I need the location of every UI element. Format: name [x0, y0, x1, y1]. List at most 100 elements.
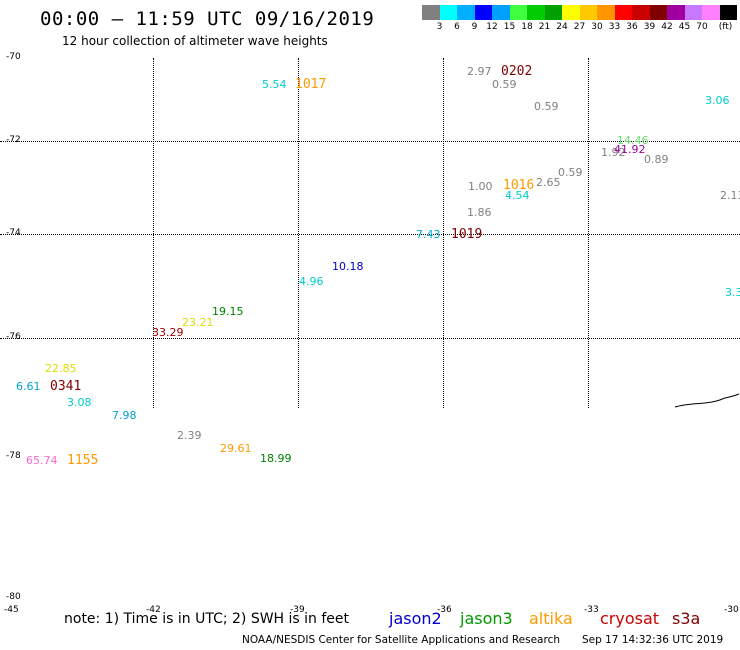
swh-value: 41.92	[614, 143, 646, 156]
legend-tick-label: 15	[503, 22, 516, 32]
footer-note: note: 1) Time is in UTC; 2) SWH is in fe…	[64, 611, 350, 627]
swh-value: 14.46	[617, 134, 649, 147]
longitude-gridline	[153, 58, 154, 408]
coastline	[674, 393, 740, 408]
legend-swatch	[509, 5, 527, 20]
swh-value: 22.85	[45, 362, 77, 375]
lat-label: -80	[6, 592, 21, 602]
legend-tick-label: 30	[591, 22, 603, 32]
latitude-gridline	[0, 338, 740, 339]
lat-label: -72	[6, 135, 21, 145]
latitude-gridline	[0, 141, 740, 142]
legend-swatch	[527, 5, 545, 20]
lon-label: -39	[290, 605, 305, 615]
lon-label: -42	[146, 605, 161, 615]
legend-swatch	[457, 5, 475, 20]
pass-time-label: 0341	[50, 379, 82, 394]
swh-value: 7.43	[416, 228, 441, 241]
longitude-gridline	[443, 58, 444, 408]
legend-tick-label: 45	[678, 22, 691, 32]
legend-swatch	[544, 5, 562, 20]
legend-tick-label: 27	[573, 22, 586, 32]
swh-value: 2.39	[177, 429, 202, 442]
swh-value: 2.97	[467, 65, 492, 78]
map-title: 00:00 – 11:59 UTC 09/16/2019	[40, 8, 375, 30]
legend-swatch	[562, 5, 580, 20]
legend-tick-label: 33	[608, 22, 621, 32]
legend-tick-label: 36	[626, 22, 638, 32]
swh-value: 10.18	[332, 260, 364, 273]
satellite-cryosat: cryosat	[600, 609, 660, 628]
legend-tick-label: 24	[556, 22, 568, 32]
swh-value: 23.21	[182, 316, 214, 329]
legend-tick-label: 70	[696, 22, 708, 32]
legend-swatch	[667, 5, 685, 20]
pass-time-label: 1019	[451, 227, 483, 242]
swh-value: 3.3	[725, 286, 740, 299]
lat-label: -78	[6, 451, 21, 461]
swh-value: 1.86	[467, 206, 492, 219]
swh-value: 18.99	[260, 452, 292, 465]
legend-swatch	[439, 5, 457, 20]
legend-swatch	[492, 5, 510, 20]
lat-label: -74	[6, 228, 21, 238]
swh-value: 5.54	[262, 78, 287, 91]
credit-text: NOAA/NESDIS Center for Satellite Applica…	[242, 634, 560, 646]
pass-time-label: 1017	[295, 77, 327, 92]
color-legend	[422, 5, 737, 20]
satellite-jason2: jason2	[389, 609, 442, 628]
legend-swatch	[614, 5, 632, 20]
swh-value: 33.29	[152, 326, 184, 339]
lon-label: -33	[584, 605, 599, 615]
legend-swatch	[649, 5, 667, 20]
map-subtitle: 12 hour collection of altimeter wave hei…	[62, 34, 328, 48]
pass-time-label: 1016	[503, 178, 535, 193]
legend-swatch	[684, 5, 702, 20]
swh-value: 2.13	[720, 189, 740, 202]
legend-swatch	[422, 5, 440, 20]
swh-value: 65.74	[26, 454, 58, 467]
legend-tick-label: (ft)	[718, 22, 733, 32]
swh-value: 29.61	[220, 442, 252, 455]
swh-value: 1.00	[468, 180, 493, 193]
swh-value: 1.92	[601, 146, 626, 159]
pass-time-label: 0202	[501, 64, 533, 79]
lon-label: -45	[4, 605, 19, 615]
legend-swatch	[632, 5, 650, 20]
legend-tick-label: 12	[486, 22, 498, 32]
longitude-gridline	[588, 58, 589, 408]
lon-label: -36	[437, 605, 452, 615]
longitude-gridline	[298, 58, 299, 408]
pass-time-label: 1155	[67, 453, 99, 468]
legend-tick-label: 21	[538, 22, 551, 32]
lat-label: -76	[6, 332, 21, 342]
swh-value: 4.54	[505, 189, 530, 202]
legend-swatch	[579, 5, 597, 20]
swh-value: 19.15	[212, 305, 244, 318]
legend-tick-label: 6	[454, 22, 460, 32]
satellite-jason3: jason3	[460, 609, 513, 628]
legend-swatch	[719, 5, 737, 20]
swh-value: 6.61	[16, 380, 41, 393]
generation-timestamp: Sep 17 14:32:36 UTC 2019	[582, 634, 724, 646]
legend-swatch	[702, 5, 720, 20]
latitude-gridline	[0, 234, 740, 235]
swh-value: 0.59	[534, 100, 559, 113]
swh-value: 3.06	[705, 94, 730, 107]
legend-tick-label: 39	[643, 22, 656, 32]
legend-swatch	[597, 5, 615, 20]
swh-value: 0.59	[492, 78, 517, 91]
lat-label: -70	[6, 52, 21, 62]
satellite-s3a: s3a	[672, 609, 701, 628]
swh-value: 7.98	[112, 409, 137, 422]
legend-tick-label: 42	[661, 22, 673, 32]
legend-tick-label: 9	[471, 22, 478, 32]
satellite-altika: altika	[529, 609, 573, 628]
legend-swatch	[474, 5, 492, 20]
swh-value: 2.65	[536, 176, 561, 189]
swh-value: 0.89	[644, 153, 669, 166]
legend-tick-label: 18	[521, 22, 533, 32]
swh-value: 0.59	[558, 166, 583, 179]
swh-value: 4.96	[299, 275, 324, 288]
legend-tick-label: 3	[436, 22, 443, 32]
